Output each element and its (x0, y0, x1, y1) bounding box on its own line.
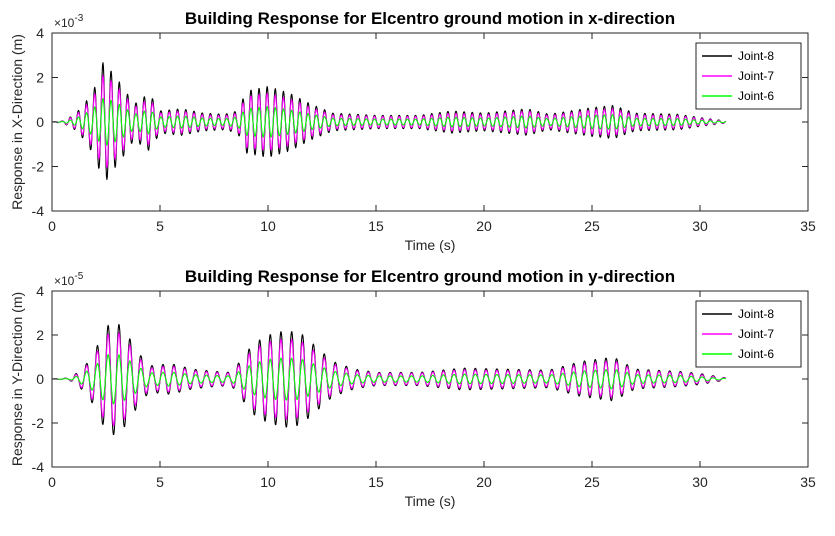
legend-label-joint-6: Joint-6 (738, 347, 774, 361)
legend-label-joint-7: Joint-7 (738, 69, 774, 83)
legend: Joint-8 Joint-7 Joint-6 (695, 300, 802, 368)
exponent-label: ×10-3 (54, 13, 84, 30)
x-axis-label: Time (s) (405, 493, 456, 509)
series-line-joint-6 (52, 97, 727, 146)
chart-panel-1: 0 5 10 15 20 25 30 35 -4 -2 0 2 4 ×10-3 Building Respo… (9, 9, 816, 253)
x-tick-label: 10 (260, 474, 276, 490)
legend-label-joint-6: Joint-6 (738, 89, 774, 103)
x-tick-label: 0 (48, 218, 56, 234)
series-line-joint-6 (52, 354, 727, 405)
x-tick-label: 20 (476, 218, 492, 234)
x-tick-label: 35 (800, 218, 816, 234)
chart-panel-2: 0 5 10 15 20 25 30 35 -4 -2 0 2 4 ×10-5 Building Respo… (9, 267, 816, 509)
legend: Joint-8 Joint-7 Joint-6 (695, 42, 802, 110)
x-tick-label: 35 (800, 474, 816, 490)
x-tick-label: 30 (692, 474, 708, 490)
x-tick-label: 25 (584, 218, 600, 234)
series-lines (52, 323, 727, 436)
y-tick-label: -4 (32, 203, 45, 219)
y-tick-label: 0 (36, 371, 44, 387)
legend-label-joint-7: Joint-7 (738, 327, 774, 341)
chart-title: Building Response for Elcentro ground mo… (185, 267, 675, 286)
series-lines (52, 62, 727, 181)
exponent-label: ×10-5 (54, 271, 84, 288)
y-tick-label: -4 (32, 459, 45, 475)
x-axis-label: Time (s) (405, 237, 456, 253)
x-tick-label: 5 (156, 218, 164, 234)
y-tick-label: 0 (36, 114, 44, 130)
y-axis-label: Response in X-Direction (m) (9, 34, 25, 210)
x-tick-label: 15 (368, 218, 384, 234)
y-tick-label: 4 (36, 283, 44, 299)
exponent-power: -3 (74, 13, 83, 24)
y-tick-label: -2 (32, 415, 45, 431)
y-axis-label: Response in Y-Direction (m) (9, 292, 25, 466)
exponent-base: ×10 (54, 16, 75, 30)
x-tick-label: 0 (48, 474, 56, 490)
x-tick-label: 10 (260, 218, 276, 234)
x-tick-label: 30 (692, 218, 708, 234)
x-tick-label: 20 (476, 474, 492, 490)
y-tick-label: 2 (36, 327, 44, 343)
x-tick-label: 15 (368, 474, 384, 490)
legend-label-joint-8: Joint-8 (738, 307, 774, 321)
y-tick-label: -2 (32, 159, 45, 175)
y-tick-label: 2 (36, 70, 44, 86)
x-tick-label: 5 (156, 474, 164, 490)
x-tick-label: 25 (584, 474, 600, 490)
exponent-base: ×10 (54, 274, 75, 288)
chart-title: Building Response for Elcentro ground mo… (185, 9, 675, 28)
exponent-power: -5 (74, 271, 83, 282)
y-tick-label: 4 (36, 25, 44, 41)
legend-label-joint-8: Joint-8 (738, 49, 774, 63)
